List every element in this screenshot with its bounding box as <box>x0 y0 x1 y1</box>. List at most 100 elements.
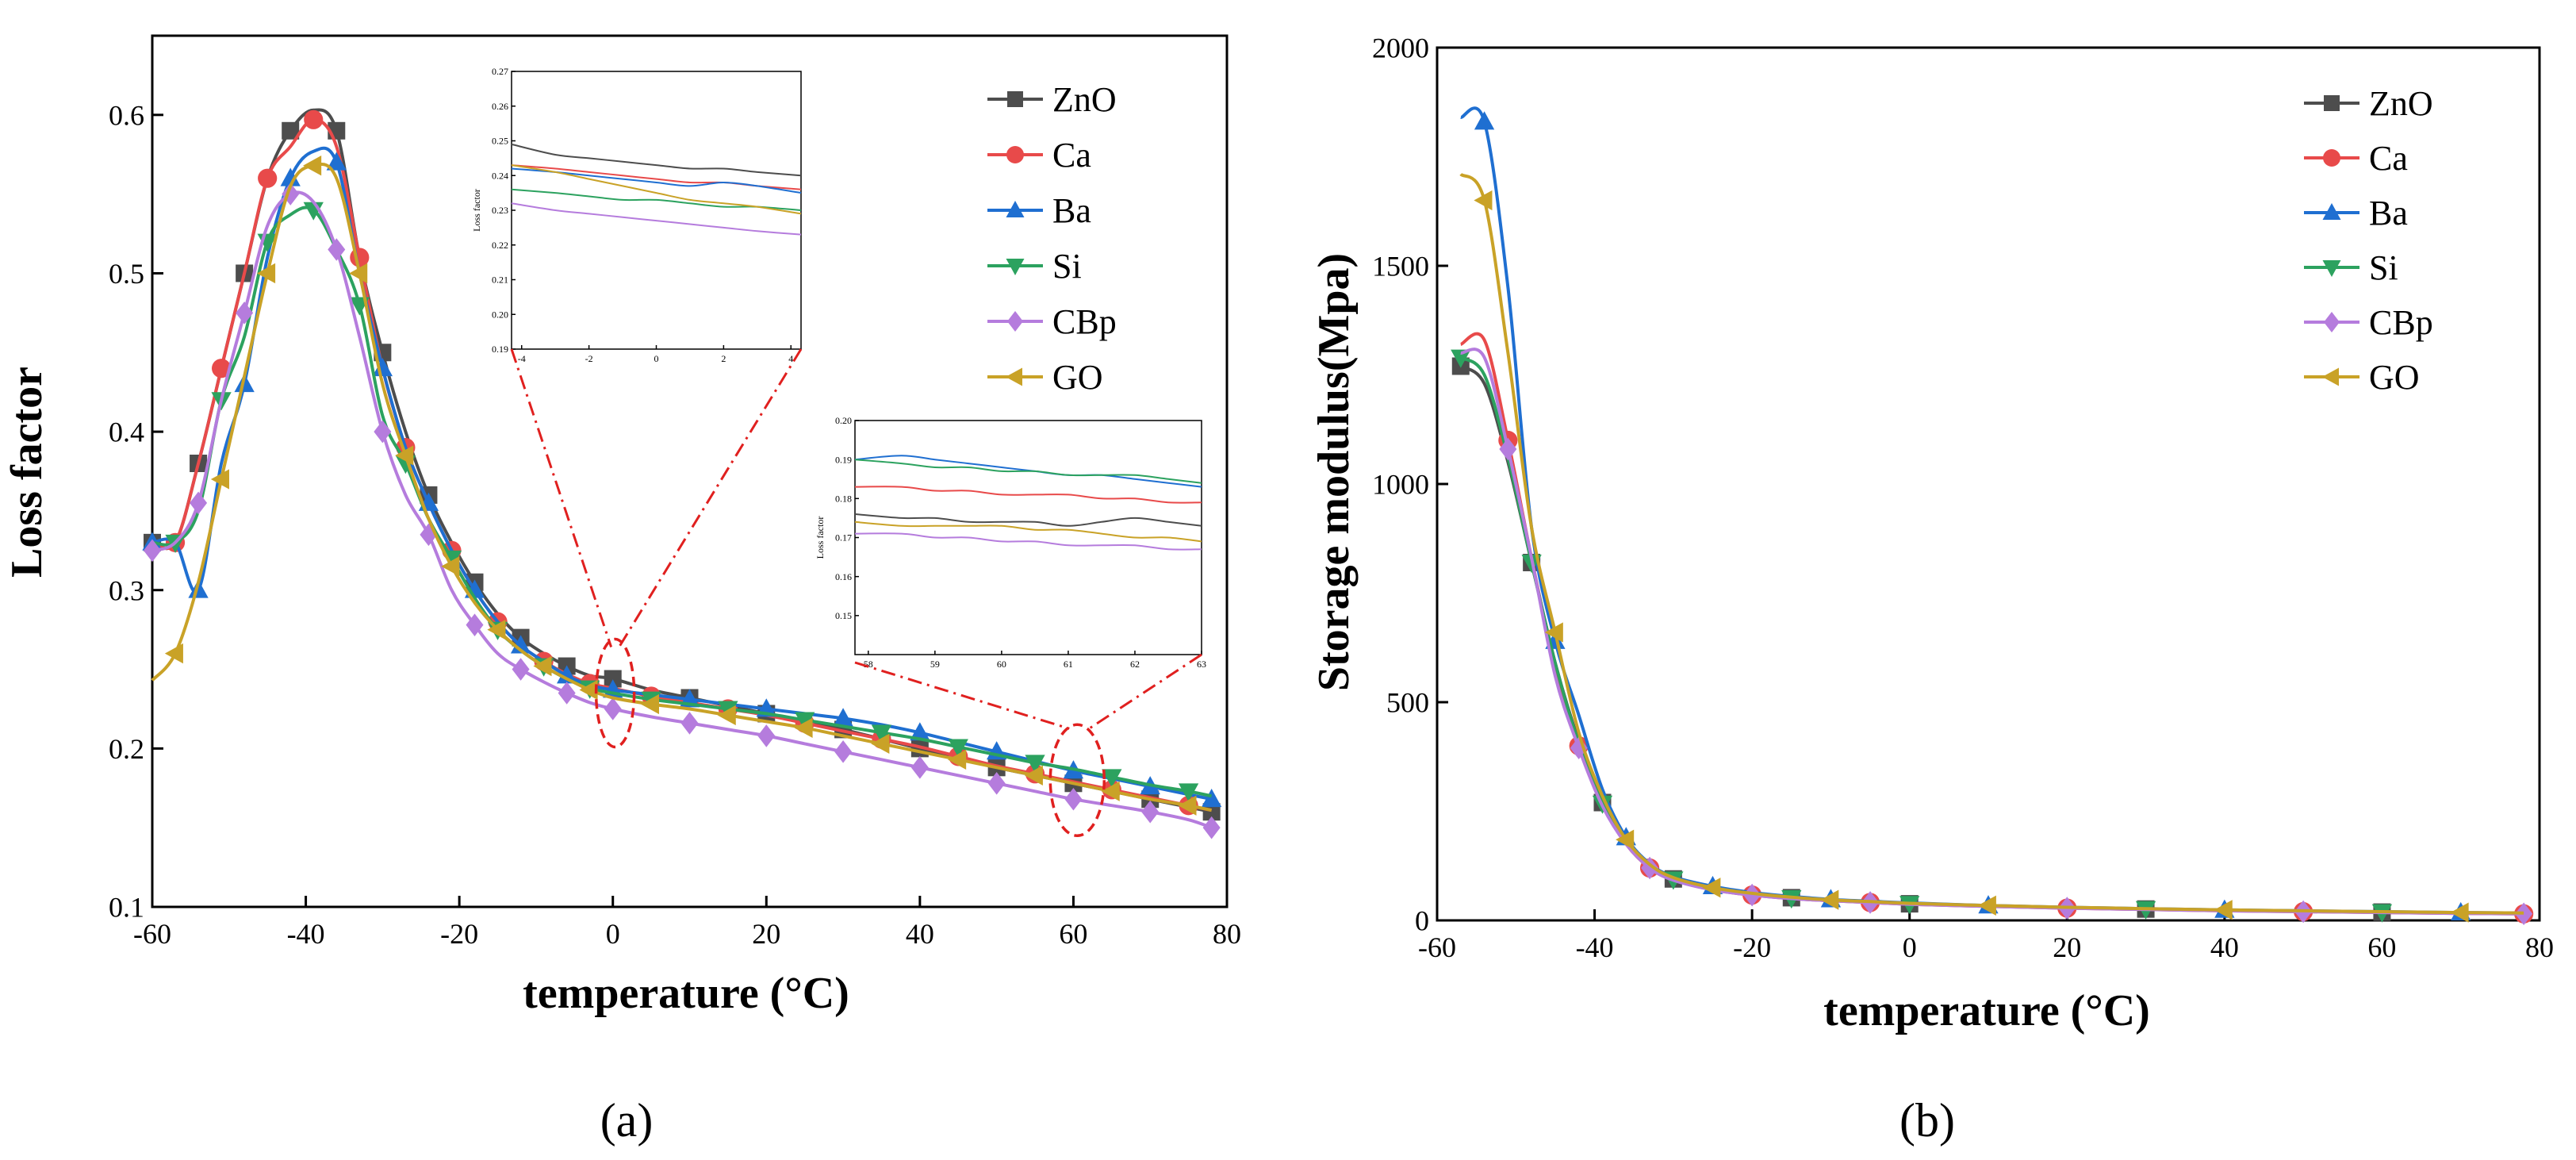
panel-a-point-Ba <box>556 665 577 684</box>
panel-b-point-GO <box>1820 889 1839 910</box>
inset-2-ytick-label: 0.15 <box>835 610 852 621</box>
inset-2-series-line-GO <box>854 520 1202 543</box>
panel-a-legend-label-CBp: CBp <box>1052 302 1117 341</box>
panel-b-legend-label-Ca: Ca <box>2369 139 2408 178</box>
panel-a-xtick-label: -60 <box>133 918 171 950</box>
panel-a-point-CBp <box>282 182 300 205</box>
panel-a-legend-marker-Ca <box>1006 146 1024 163</box>
panel-a-xtick-label: 0 <box>606 918 620 950</box>
panel-a-point-CBp <box>1141 800 1160 824</box>
inset-1-ytick-label: 0.22 <box>492 240 508 251</box>
panel-a-point-CBp <box>236 302 254 325</box>
panel-a-point-Ca <box>258 168 278 188</box>
panel-a-point-Ba <box>833 708 853 727</box>
panel-b-point-GO <box>1616 829 1635 850</box>
inset-1-series-line-Si <box>511 188 802 211</box>
connector-line-1b <box>618 348 803 648</box>
inset-2-series-line-ZnO <box>854 513 1202 527</box>
panel-a-xtick-label: 80 <box>1213 918 1241 950</box>
panel-a-point-CBp <box>190 491 208 515</box>
inset-2-xtick-label: 61 <box>1064 659 1073 670</box>
panel-a-legend-marker-CBp <box>1007 311 1023 332</box>
panel-a-ytick-label: 0.6 <box>109 99 144 131</box>
panel-a-point-GO <box>487 619 506 640</box>
panel-a-point-CBp <box>680 712 699 735</box>
panel-a-point-Si <box>1025 755 1045 774</box>
inset-2-xtick-label: 60 <box>997 659 1006 670</box>
panel-b-xtick-label: 80 <box>2525 931 2554 963</box>
panel-a-point-CBp <box>987 771 1006 795</box>
panel-a-ytick-label: 0.4 <box>109 417 144 448</box>
connector-line-1a <box>510 348 613 647</box>
panel-a-point-CBp <box>604 697 622 720</box>
panel-a-point-ZnO <box>604 670 622 688</box>
panel-b-ylabel: Storage modulus(Mpa) <box>1309 253 1359 691</box>
panel-a-xtick-label: 40 <box>906 918 934 950</box>
inset-1-series-line-GO <box>511 164 802 215</box>
panel-b-legend-marker-CBp <box>2324 312 2340 332</box>
inset-1-ytick-label: 0.19 <box>492 344 508 355</box>
panel-b-ytick-label: 1500 <box>1372 251 1429 282</box>
panel-a-point-GO <box>1024 765 1043 785</box>
inset-2-ytick-label: 0.16 <box>835 571 852 582</box>
inset-2-series-line-Si <box>854 459 1202 484</box>
inset-2-ylabel: Loss factor <box>815 517 826 559</box>
panel-a-point-GO <box>441 556 460 577</box>
inset-1-series-line-Ba <box>511 167 802 194</box>
panel-b-ytick-label: 500 <box>1386 687 1429 719</box>
panel-a-point-GO <box>349 263 368 284</box>
panel-b-point-Si <box>1451 349 1471 368</box>
panel-a-xtick-label: -40 <box>287 918 325 950</box>
panel-b-xtick-label: 40 <box>2210 931 2239 963</box>
panel-a-xlabel: temperature (°C) <box>523 969 849 1018</box>
panel-a-ytick-label: 0.1 <box>109 892 144 924</box>
inset-2-series-line-CBp <box>854 532 1202 551</box>
inset-1-ytick-label: 0.25 <box>492 136 508 147</box>
inset-1-ytick-label: 0.27 <box>492 66 508 77</box>
panel-a-point-CBp <box>834 740 853 763</box>
inset-2-ytick-label: 0.17 <box>835 532 852 544</box>
panel-a-point-Si <box>948 739 968 758</box>
inset-1-xtick-label: 2 <box>721 353 726 364</box>
inset-1-series-line-ZnO <box>511 143 802 177</box>
panel-b-xtick-label: 20 <box>2053 931 2081 963</box>
panel-a-legend-marker-Si <box>1006 259 1025 275</box>
panel-b-legend-label-Si: Si <box>2369 248 2398 287</box>
panel-a-point-Ca <box>212 359 232 378</box>
panel-a-point-GO <box>1178 795 1197 816</box>
connector-line-2a <box>854 661 1070 730</box>
panel-b-legend-label-GO: GO <box>2369 358 2420 397</box>
panel-b-ytick-label: 1000 <box>1372 469 1429 501</box>
panel-b-xtick-label: 0 <box>1903 931 1917 963</box>
panel-b-xlabel: temperature (°C) <box>1823 986 2150 1035</box>
panel-b-point-GO <box>1474 190 1493 211</box>
panel-a-ytick-label: 0.2 <box>109 733 144 765</box>
inset-2-xtick-label: 58 <box>864 659 873 670</box>
panel-a-legend-label-Ba: Ba <box>1052 191 1091 230</box>
panel-a-point-CBp <box>910 756 929 779</box>
panel-b-legend-marker-GO <box>2322 367 2339 386</box>
panel-b-xtick-label: -60 <box>1418 931 1456 963</box>
inset-2-xtick-label: 62 <box>1130 659 1140 670</box>
panel-a-legend-label-Ca: Ca <box>1052 136 1091 175</box>
inset-2-ytick-label: 0.19 <box>835 454 852 465</box>
panel-b-point-CBp <box>2515 902 2533 926</box>
panel-a-point-ZnO <box>1202 803 1221 821</box>
panel-a-point-Ca <box>304 109 324 129</box>
panel-a-label: (a) <box>600 1094 654 1147</box>
panel-a-point-GO <box>164 643 183 664</box>
panel-a-point-CBp <box>1202 816 1221 839</box>
panel-a-point-ZnO <box>282 121 300 140</box>
panel-a-point-Ba <box>188 579 209 598</box>
panel-b-label: (b) <box>1899 1094 1955 1147</box>
panel-a-point-GO <box>256 263 276 284</box>
panel-a-frame <box>151 34 1229 908</box>
panel-a-point-GO <box>395 445 414 466</box>
panel-a-point-CBp <box>512 658 530 681</box>
inset-1-ylabel: Loss factor <box>471 189 482 232</box>
panel-a-legend-label-ZnO: ZnO <box>1052 80 1117 119</box>
inset-1-ytick-label: 0.23 <box>492 205 508 216</box>
panel-b-xtick-label: 60 <box>2367 931 2396 963</box>
panel-a-point-Ba <box>280 167 301 186</box>
panel-a-point-GO <box>1101 781 1120 801</box>
